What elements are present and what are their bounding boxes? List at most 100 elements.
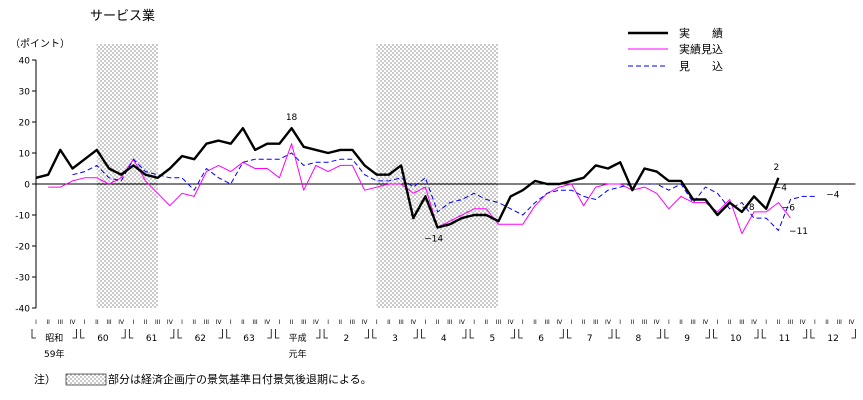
- data-label: −4: [774, 183, 788, 193]
- x-quarter-label: II: [825, 319, 829, 326]
- data-label: −14: [424, 234, 443, 244]
- data-label: 18: [286, 113, 298, 123]
- x-year-label: 11: [779, 334, 790, 344]
- x-quarter-label: I: [35, 319, 37, 326]
- x-quarter-label: III: [642, 319, 648, 326]
- year-bracket-right: [705, 329, 710, 339]
- footnote-text: 部分は経済企画庁の景気基準日付景気後退期による。: [108, 372, 372, 386]
- x-year-label: 12: [827, 334, 838, 344]
- x-quarter-label: I: [765, 319, 767, 326]
- x-quarter-label: II: [582, 319, 586, 326]
- year-bracket-left: [713, 329, 718, 339]
- x-quarter-label: II: [485, 319, 489, 326]
- x-quarter-label: III: [739, 319, 745, 326]
- year-bracket-left: [226, 329, 231, 339]
- y-tick-label: -30: [15, 274, 30, 284]
- x-quarter-label: I: [327, 319, 329, 326]
- year-bracket-right: [754, 329, 759, 339]
- year-bracket-right: [461, 329, 467, 339]
- x-quarter-label: II: [290, 319, 294, 326]
- x-year-label: 平成: [289, 332, 307, 344]
- x-quarter-label: II: [144, 319, 148, 326]
- x-quarter-label: IV: [459, 319, 466, 326]
- x-year-label: 9: [684, 334, 690, 344]
- x-quarter-label: IV: [702, 319, 709, 326]
- legend-label-est-actual: 実績見込: [679, 42, 723, 56]
- year-bracket-left: [421, 329, 426, 339]
- footnote-prefix: 注）: [34, 372, 56, 386]
- x-quarter-label: II: [387, 319, 391, 326]
- year-bracket-left: [761, 329, 767, 339]
- x-quarter-label: I: [668, 319, 670, 326]
- x-quarter-label: IV: [848, 319, 855, 326]
- y-tick-label: -20: [15, 243, 30, 253]
- x-quarter-label: III: [788, 319, 794, 326]
- year-bracket-right: [851, 329, 856, 339]
- x-quarter-label: IV: [556, 319, 563, 326]
- legend-label-actual: 実 績: [679, 26, 723, 40]
- x-quarter-label: II: [533, 319, 537, 326]
- year-bracket-left: [372, 329, 377, 339]
- year-bracket-right: [413, 329, 418, 339]
- x-quarter-label: IV: [654, 319, 661, 326]
- year-bracket-right: [559, 329, 564, 339]
- x-year-label: 10: [730, 334, 742, 344]
- x-quarter-label: IV: [118, 319, 125, 326]
- recession-shade-1: [376, 44, 499, 308]
- x-quarter-label: II: [46, 319, 50, 326]
- year-bracket-left: [128, 329, 134, 339]
- x-quarter-label: IV: [167, 319, 174, 326]
- x-quarter-label: II: [241, 319, 245, 326]
- x-quarter-label: II: [728, 319, 732, 326]
- x-quarter-label: I: [522, 319, 524, 326]
- data-label: −11: [789, 227, 808, 237]
- x-quarter-label: IV: [362, 319, 369, 326]
- x-quarter-label: III: [204, 319, 210, 326]
- x-quarter-label: II: [777, 319, 781, 326]
- x-year-label: 8: [636, 334, 642, 344]
- x-quarter-label: III: [350, 319, 356, 326]
- y-tick-label: 40: [19, 57, 31, 67]
- x-quarter-label: III: [155, 319, 161, 326]
- series-line-0: [35, 126, 780, 229]
- x-quarter-label: III: [691, 319, 697, 326]
- x-quarter-label: I: [619, 319, 621, 326]
- x-quarter-label: IV: [751, 319, 758, 326]
- year-bracket-right: [267, 329, 272, 339]
- x-quarter-label: III: [106, 319, 112, 326]
- year-bracket-right: [607, 329, 613, 339]
- x-year-label: 5: [490, 334, 496, 344]
- x-quarter-label: IV: [264, 319, 271, 326]
- legend: 実 績 実績見込 見 込: [628, 26, 723, 73]
- x-quarter-label: IV: [410, 319, 417, 326]
- y-tick-label: -10: [15, 212, 30, 222]
- footnote: 注） 部分は経済企画庁の景気基準日付景気後退期による。: [34, 372, 372, 386]
- x-year-label: 61: [146, 334, 157, 344]
- year-bracket-left: [31, 329, 36, 339]
- y-tick-label: 20: [19, 119, 31, 129]
- x-year-label: 60: [97, 334, 109, 344]
- year-bracket-right: [315, 329, 321, 339]
- x-quarter-label: III: [58, 319, 64, 326]
- y-tick-label: 0: [24, 181, 30, 191]
- series-line-1: [48, 143, 791, 235]
- x-quarter-label: IV: [70, 319, 77, 326]
- x-quarter-label: I: [717, 319, 719, 326]
- x-quarter-label: II: [95, 319, 99, 326]
- x-year-label: 63: [243, 334, 254, 344]
- x-quarter-label: I: [230, 319, 232, 326]
- year-bracket-right: [510, 329, 516, 339]
- x-quarter-label: II: [631, 319, 635, 326]
- x-year-label: 3: [392, 334, 398, 344]
- year-bracket-left: [469, 329, 475, 339]
- x-quarter-label: I: [571, 319, 573, 326]
- x-quarter-label: II: [436, 319, 440, 326]
- x-quarter-label: I: [425, 319, 427, 326]
- chart-title: サービス業: [90, 8, 155, 24]
- x-quarter-label: I: [132, 319, 134, 326]
- year-bracket-right: [169, 329, 175, 339]
- y-tick-label: -40: [15, 305, 30, 315]
- year-bracket-right: [72, 329, 77, 339]
- year-bracket-left: [615, 329, 621, 339]
